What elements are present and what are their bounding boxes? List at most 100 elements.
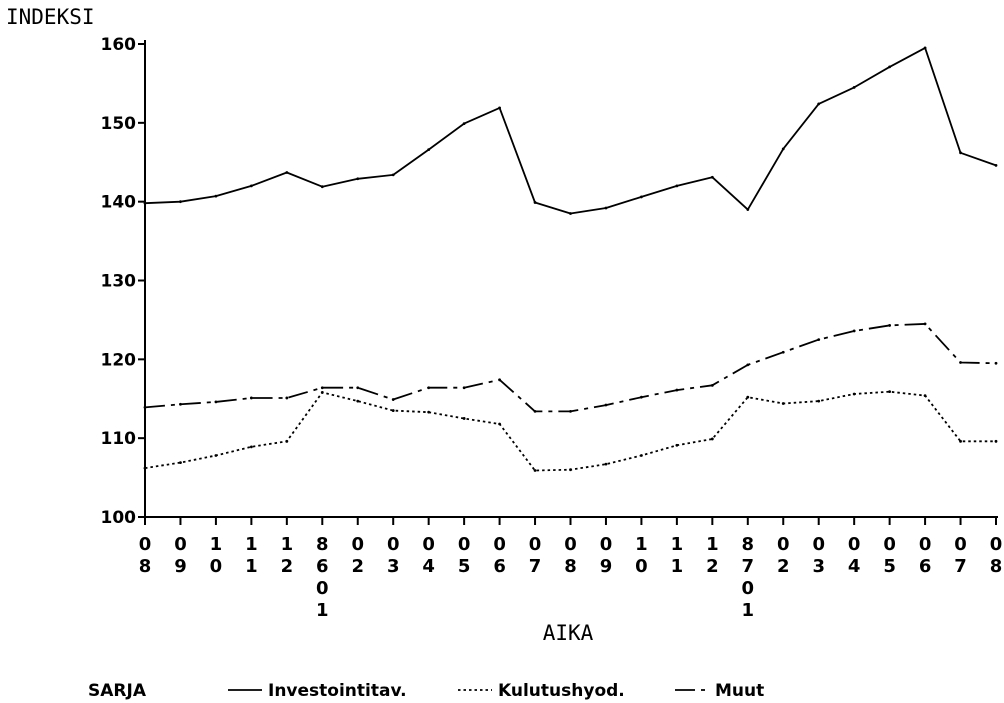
series-3-point — [214, 400, 218, 404]
series-3-point — [781, 350, 785, 354]
series-2-point — [923, 394, 927, 397]
series-2-point — [356, 399, 360, 403]
series-1-point — [498, 106, 501, 110]
series-3-point — [959, 361, 962, 364]
y-tick-label: 120 — [101, 350, 137, 370]
series-2-point — [427, 410, 431, 414]
series-2-point — [994, 439, 998, 443]
series-2-point — [391, 409, 395, 412]
series-3-point — [320, 386, 324, 390]
y-tick-label: 110 — [101, 429, 137, 449]
series-1-point — [604, 206, 608, 210]
series-3-point — [746, 363, 750, 367]
series-2-point — [817, 399, 821, 403]
series-3-point — [640, 395, 643, 399]
series-1-point — [249, 184, 253, 188]
series-2-point — [569, 468, 572, 472]
series-3-point — [285, 396, 289, 400]
series-2-point — [675, 443, 679, 447]
series-3-point — [817, 338, 821, 342]
series-3-point — [852, 329, 856, 333]
series-1-point — [214, 194, 218, 198]
series-1-point — [675, 184, 679, 188]
series-3-point — [462, 386, 466, 390]
series-2-point — [462, 417, 466, 420]
legend-label-2: Kulutushyod. — [498, 681, 625, 701]
series-1-point — [746, 208, 750, 211]
series-2-point — [249, 445, 253, 449]
series-1-point — [710, 175, 714, 179]
series-2-point — [285, 439, 289, 443]
series-3-point — [143, 406, 147, 409]
series-1-point — [817, 102, 821, 106]
series-1-point — [569, 212, 572, 215]
series-2-point — [498, 422, 501, 426]
series-2-point — [888, 390, 892, 394]
legend-label-1: Investointitav. — [268, 681, 407, 701]
series-2-point — [214, 454, 218, 457]
y-axis-title: INDEKSI — [6, 5, 95, 29]
series-3-point — [533, 409, 537, 413]
series-2-point — [710, 437, 714, 441]
series-2-point — [959, 439, 962, 443]
series-2-point — [640, 454, 643, 457]
series-1-point — [640, 195, 643, 199]
series-3-point — [710, 383, 714, 387]
series-3-point — [179, 402, 182, 406]
series-3-point — [675, 388, 679, 392]
series-3-point — [391, 398, 395, 401]
series-line-3 — [144, 322, 997, 413]
series-layer — [143, 46, 998, 472]
series-1-point — [320, 185, 324, 189]
series-2-point — [143, 466, 147, 470]
series-3-point — [427, 386, 431, 390]
y-tick-label: 160 — [101, 35, 137, 55]
series-2-point — [533, 469, 537, 472]
series-2-point — [604, 462, 608, 466]
series-1-point — [143, 201, 147, 205]
series-2-point — [320, 391, 324, 394]
series-1-point — [994, 164, 998, 167]
series-2-point — [179, 461, 182, 465]
legend-label-3: Muut — [715, 681, 764, 701]
legend-title: SARJA — [88, 681, 147, 701]
series-1-point — [427, 148, 431, 152]
y-axis: 100 110 120 130 140 150 160 — [101, 35, 146, 528]
series-2-point — [852, 392, 856, 396]
y-tick-label: 130 — [101, 272, 137, 292]
series-1-point — [888, 65, 892, 69]
series-3-point — [356, 386, 360, 390]
y-tick-label: 150 — [101, 114, 137, 134]
legend: SARJA Investointitav. Kulutushyod. Muut — [88, 681, 764, 701]
series-1-point — [923, 46, 927, 50]
series-3-point — [923, 322, 927, 326]
x-axis-title: AIKA — [543, 621, 594, 645]
series-1-point — [179, 200, 182, 204]
series-3-point — [249, 396, 253, 400]
series-line-2 — [144, 390, 996, 472]
y-tick-label: 100 — [101, 508, 137, 528]
